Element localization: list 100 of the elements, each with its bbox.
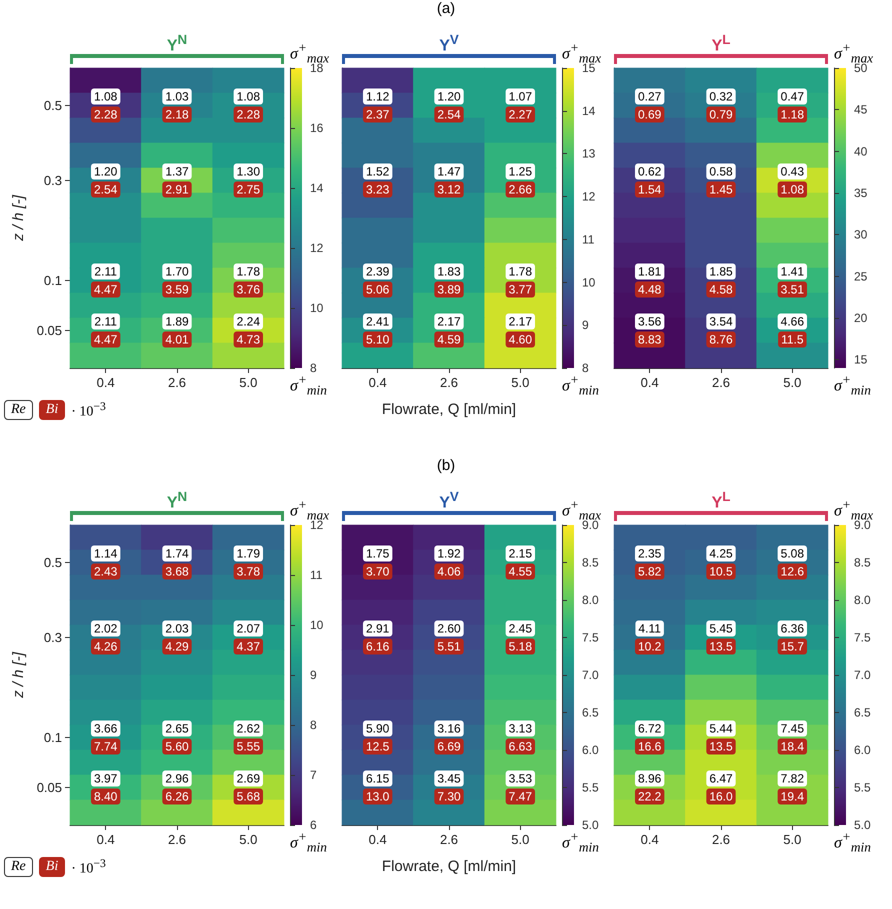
data-label: 5.90 12.5 [366, 722, 390, 754]
x-tick-label: 0.4 [96, 832, 115, 847]
y-axis-title: z / h [-] [10, 194, 27, 242]
data-label: 5.08 12.6 [780, 546, 804, 578]
y-tick-label: 0.3 [44, 630, 62, 645]
color-bar-label: 10 [310, 618, 324, 632]
data-label: 1.14 2.43 [94, 546, 118, 578]
color-bar-label: 7.5 [854, 630, 872, 644]
color-bar-label: 5.5 [854, 780, 872, 794]
data-label: 6.47 16.0 [709, 772, 733, 804]
data-label: 5.44 13.5 [709, 722, 733, 754]
chart-title: Y$^{V}$ [438, 32, 460, 56]
data-label: 1.78 3.76 [236, 264, 260, 296]
y-tick-label: 0.5 [44, 555, 62, 570]
text: Bi [38, 857, 66, 878]
data-label: 2.07 4.37 [236, 622, 260, 654]
text: · 10$^{−3}$ [71, 400, 106, 421]
y-tick-label: 0.1 [44, 730, 62, 745]
data-label: 2.24 4.73 [236, 314, 260, 346]
data-label: 1.08 2.28 [94, 90, 118, 122]
data-label: 7.82 19.4 [780, 772, 804, 804]
data-label: 0.43 1.08 [780, 164, 804, 196]
data-label: 1.37 2.91 [165, 164, 189, 196]
data-label: 3.66 7.74 [94, 722, 118, 754]
data-label: 1.25 2.66 [508, 164, 532, 196]
color-bar-label: 11 [582, 232, 595, 246]
color-bar-label: 25 [854, 269, 868, 284]
color-bar-label: 9.0 [582, 518, 600, 532]
color-bar-label: 7.0 [854, 668, 872, 682]
data-label: 0.32 0.79 [709, 90, 733, 122]
color-bar-label: 6.0 [582, 743, 600, 757]
data-label: 2.41 5.10 [366, 314, 390, 346]
data-label: 0.27 0.69 [638, 90, 662, 122]
data-label: 8.96 22.2 [638, 772, 662, 804]
data-label: 1.20 2.54 [94, 164, 118, 196]
data-label: 2.39 5.06 [366, 264, 390, 296]
color-bar-label: 6 [310, 818, 317, 832]
data-label: 1.03 2.18 [165, 90, 189, 122]
color-bar-label: 8.0 [854, 593, 872, 607]
data-label: 2.91 6.16 [366, 622, 390, 654]
x-tick-label: 2.6 [712, 832, 730, 847]
data-label: 4.25 10.5 [709, 546, 733, 578]
color-bar-label: 9 [582, 318, 589, 332]
data-label: 2.60 5.51 [437, 622, 461, 654]
color-bar-label: 8 [310, 361, 317, 375]
color-bar-label: 8.0 [582, 593, 600, 607]
x-tick-label: 2.6 [712, 375, 730, 390]
color-bar-label: 12 [310, 241, 324, 255]
color-bar-label: 18 [310, 61, 324, 75]
text: Re [4, 400, 33, 420]
color-bar-label: 7.5 [582, 630, 600, 644]
data-label: 1.89 4.01 [165, 314, 189, 346]
color-bar-label: 30 [854, 228, 868, 242]
color-bar-label: 14 [310, 181, 324, 195]
data-label: 4.66 11.5 [780, 314, 804, 346]
data-label: 1.08 2.28 [236, 90, 260, 122]
color-bar-label: 9 [310, 668, 317, 682]
x-tick-label: 2.6 [440, 832, 458, 847]
color-bar-label: 10 [582, 275, 596, 290]
data-label: 2.02 4.26 [94, 622, 118, 654]
color-bar-label: 20 [854, 311, 868, 325]
x-tick-label: 0.4 [96, 375, 115, 390]
x-tick-label: 0.4 [368, 832, 387, 847]
data-label: 2.11 4.47 [94, 264, 118, 296]
data-label: 2.96 6.26 [165, 772, 189, 804]
x-tick-label: 5.0 [783, 375, 802, 390]
x-axis-title: Flowrate, Q [ml/min] [382, 401, 516, 418]
y-tick-label: 0.3 [44, 173, 62, 188]
color-bar-label: 9.0 [854, 518, 872, 532]
text: (a) [436, 0, 456, 17]
color-bar-label: 8 [582, 361, 589, 375]
data-label: 5.45 13.5 [709, 622, 733, 654]
color-bar-label: 11 [310, 568, 323, 582]
x-tick-label: 2.6 [168, 832, 186, 847]
data-label: 3.56 8.83 [638, 314, 662, 346]
data-label: 6.36 15.7 [780, 622, 804, 654]
data-label: 1.85 4.58 [709, 264, 733, 296]
data-label: 2.03 4.29 [165, 622, 189, 654]
chart-title: Y$^{N}$ [166, 489, 188, 512]
chart-title: Y$^{V}$ [438, 489, 460, 512]
x-tick-label: 5.0 [783, 832, 802, 847]
data-label: 2.11 4.47 [94, 314, 118, 346]
color-bar-label: 35 [854, 186, 868, 200]
data-label: 3.13 6.63 [508, 722, 532, 754]
chart-title: Y$^{N}$ [166, 32, 188, 56]
data-label: 1.70 3.59 [165, 264, 189, 296]
y-tick-label: 0.05 [36, 323, 62, 338]
color-bar-label: 7 [310, 768, 317, 782]
data-label: 3.53 7.47 [508, 772, 532, 804]
x-tick-label: 5.0 [511, 375, 530, 390]
x-tick-label: 5.0 [511, 832, 530, 847]
x-tick-label: 0.4 [368, 375, 387, 390]
data-label: 0.62 1.54 [638, 164, 662, 196]
data-label: 1.79 3.78 [236, 546, 260, 578]
text: Bi [38, 400, 66, 420]
color-bar-label: 16 [310, 121, 324, 135]
data-label: 1.12 2.37 [366, 90, 390, 122]
data-label: 3.16 6.69 [437, 722, 461, 754]
data-label: 0.47 1.18 [780, 90, 804, 122]
color-bar-label: 8 [310, 718, 317, 732]
